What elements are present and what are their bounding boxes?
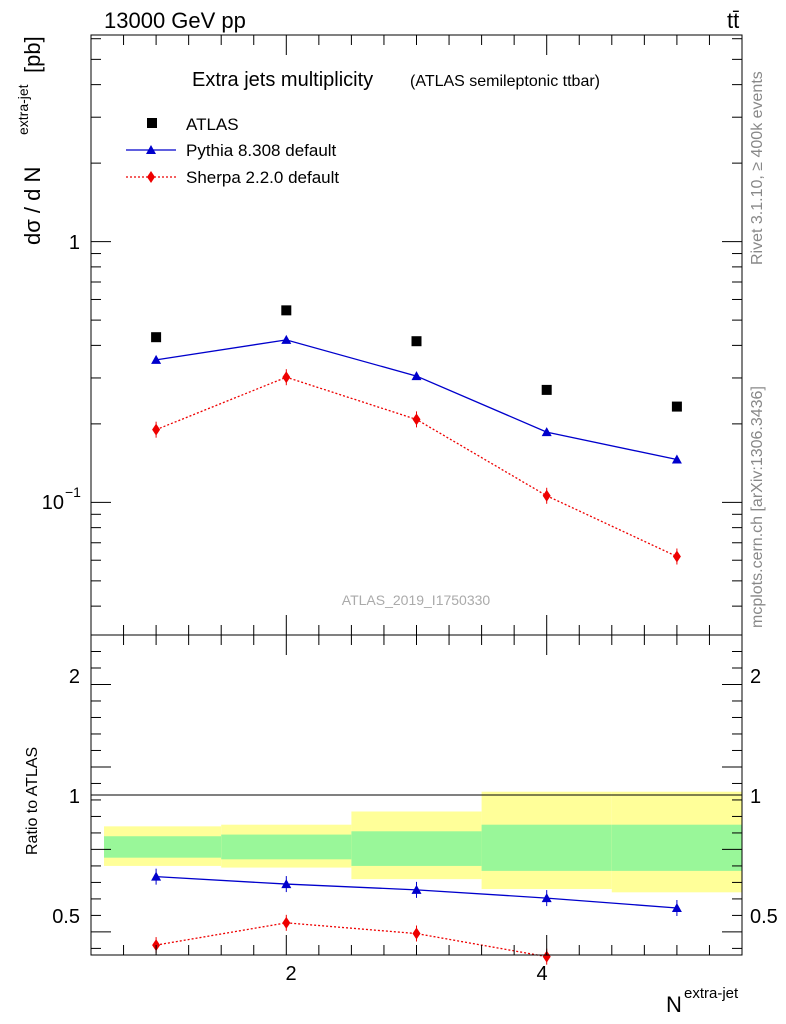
pythia-point: [671, 454, 682, 464]
xlabel-sup: extra-jet: [684, 985, 739, 1002]
watermark: ATLAS_2019_I1750330: [342, 592, 491, 608]
ratio-ytick-1-right: 1: [750, 786, 761, 808]
mcplots-label: mcplots.cern.ch [arXiv:1306.3436]: [749, 386, 766, 628]
ratio-ylabel: Ratio to ATLAS: [24, 747, 41, 855]
ytick-label-0p1-exp: −1: [65, 484, 81, 500]
legend-atlas-label: ATLAS: [186, 115, 239, 134]
ratio-pythia-point: [281, 879, 292, 889]
pythia-line: [156, 339, 678, 461]
ratio-pythia-point: [411, 884, 422, 894]
ratio-band-inner: [351, 831, 482, 866]
ratio-pythia-point: [671, 902, 682, 912]
sherpa-point: [282, 371, 291, 384]
ratio-band-inner: [221, 834, 352, 860]
ratio-ytick-0p5-left: 0.5: [52, 906, 80, 928]
legend-pythia-marker: [146, 145, 156, 154]
ratio-bands: [104, 791, 742, 893]
sherpa-line: [155, 376, 678, 558]
sherpa-point: [412, 413, 421, 426]
ytick-label-0p1: 10: [42, 492, 64, 514]
atlas-point: [671, 401, 682, 412]
pythia-point: [281, 334, 292, 344]
main-marks: [151, 305, 682, 565]
main-ticks: [90, 35, 743, 635]
ratio-panel: Ratio to ATLAS 2 1 0.5 2 1 0.5 2 4 N ext…: [24, 634, 778, 1017]
atlas-point: [541, 384, 552, 395]
chart-subtitle: (ATLAS semileptonic ttbar): [410, 73, 600, 90]
main-ylabel: dσ / d N extra-jet [pb]: [15, 36, 45, 245]
process-label: tt̄: [727, 8, 739, 33]
sherpa-point: [542, 489, 551, 502]
ratio-band-inner: [481, 824, 612, 871]
xtick-label-4: 4: [536, 963, 547, 985]
chart-title: Extra jets multiplicity: [192, 69, 373, 91]
ratio-band-inner: [104, 836, 222, 858]
main-ylabel-unit: [pb]: [20, 36, 45, 73]
ratio-ytick-0p5-right: 0.5: [750, 906, 778, 928]
ratio-ticks: [90, 635, 743, 955]
pythia-point: [151, 354, 162, 364]
atlas-point: [281, 305, 292, 316]
main-ylabel-sup: extra-jet: [15, 84, 31, 135]
xlabel: N: [666, 992, 682, 1017]
rivet-label: Rivet 3.1.10, ≥ 400k events: [749, 71, 766, 265]
legend-pythia-label: Pythia 8.308 default: [186, 141, 337, 160]
pythia-point: [541, 427, 552, 437]
ratio-sherpa-point: [542, 950, 551, 963]
sherpa-point: [152, 423, 161, 436]
pythia-point: [411, 371, 422, 381]
legend: ATLAS Pythia 8.308 default Sherpa 2.2.0 …: [126, 115, 339, 187]
ratio-sherpa-point: [282, 916, 291, 929]
energy-label: 13000 GeV pp: [104, 8, 246, 33]
ratio-ytick-1-left: 1: [69, 786, 80, 808]
ytick-label-1: 1: [69, 232, 80, 254]
ratio-sherpa-point: [412, 927, 421, 940]
legend-atlas-marker: [147, 118, 157, 128]
sherpa-point: [672, 550, 681, 563]
ratio-ytick-2-right: 2: [750, 666, 761, 688]
ratio-pythia-point: [541, 893, 552, 903]
legend-sherpa-label: Sherpa 2.2.0 default: [186, 168, 339, 187]
ratio-pythia-point: [151, 871, 162, 881]
xtick-label-2: 2: [285, 963, 296, 985]
ratio-ytick-2-left: 2: [69, 666, 80, 688]
main-panel: Extra jets multiplicity (ATLAS semilepto…: [15, 34, 743, 636]
main-ylabel-text: dσ / d N: [20, 167, 45, 245]
legend-sherpa-marker: [147, 171, 155, 183]
atlas-point: [411, 336, 422, 347]
atlas-point: [151, 332, 162, 343]
ratio-band-inner: [611, 824, 742, 871]
